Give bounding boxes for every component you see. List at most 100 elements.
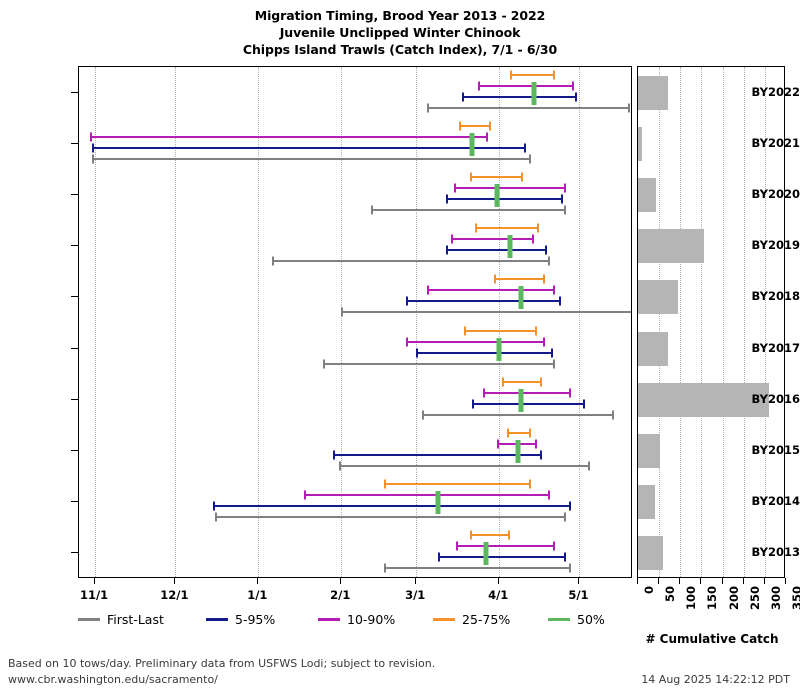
interval-line: [459, 124, 492, 127]
median-marker-by2014: [435, 491, 441, 515]
catch-axis-label-50: 50: [663, 586, 678, 603]
catch-bar-by2014: [638, 485, 655, 520]
gridline-x-181: [579, 67, 581, 577]
x-axis-tick-2: [257, 578, 259, 584]
interval-cap-l: [464, 326, 467, 336]
interval-cap-l: [477, 81, 480, 91]
interval-cap-r: [548, 256, 551, 266]
interval-line: [445, 198, 564, 200]
interval-cap-l: [384, 479, 387, 489]
interval-cap-r: [564, 552, 567, 562]
interval-line: [493, 278, 545, 281]
interval-cap-r: [574, 92, 577, 102]
y-axis-label-by2015: BY2015: [751, 443, 800, 457]
legend-swatch-icon: [548, 618, 570, 621]
interval-cap-r: [553, 285, 556, 295]
interval-cap-l: [212, 501, 215, 511]
interval-cap-l: [426, 285, 429, 295]
interval-cap-l: [445, 245, 448, 255]
interval-cap-r: [534, 326, 537, 336]
interval-cap-l: [496, 439, 499, 449]
interval-cap-r: [582, 399, 585, 409]
y-axis-label-by2018: BY2018: [751, 289, 800, 304]
interval-line: [469, 534, 510, 537]
y-axis-label-by2022: BY2022: [751, 84, 800, 99]
catch-bar-by2017: [638, 331, 669, 366]
catch-axis-label-200: 200: [726, 586, 741, 611]
interval-cap-l: [469, 530, 472, 540]
interval-cap-l: [271, 256, 274, 266]
interval-cap-l: [507, 428, 510, 438]
catch-bar-by2020: [638, 178, 656, 212]
interval-cap-r: [561, 194, 564, 204]
median-marker-by2013: [483, 542, 489, 566]
interval-cap-l: [322, 359, 325, 369]
median-marker-by2016: [518, 388, 524, 412]
interval-line: [464, 329, 537, 332]
catch-axis-tick-200: [721, 578, 723, 584]
catch-axis-tick-150: [700, 578, 702, 584]
footer-note: Based on 10 tows/day. Preliminary data f…: [8, 657, 436, 670]
interval-cap-r: [523, 143, 526, 153]
gridline-catch-200: [722, 67, 724, 577]
interval-line: [469, 176, 524, 178]
legend-item-5-95pct[interactable]: 5-95%: [206, 612, 275, 627]
interval-cap-r: [548, 490, 551, 500]
x-axis-label-12-1: 12/1: [160, 588, 189, 602]
interval-line: [421, 413, 615, 416]
interval-cap-l: [215, 512, 218, 522]
interval-cap-r: [542, 274, 545, 284]
legend-swatch-icon: [318, 618, 340, 621]
x-axis-tick-5: [498, 578, 500, 584]
legend-item-10-90pct[interactable]: 10-90%: [318, 612, 395, 627]
interval-cap-r: [553, 541, 556, 551]
interval-cap-r: [572, 81, 575, 91]
median-marker-by2019: [507, 235, 513, 259]
interval-cap-r: [612, 410, 615, 420]
median-marker-by2015: [515, 440, 521, 463]
gridline-catch-300: [764, 67, 766, 577]
interval-cap-r: [569, 563, 572, 573]
interval-cap-l: [456, 541, 459, 551]
interval-line: [453, 187, 567, 189]
interval-line: [212, 505, 572, 508]
x-axis-label-5-1: 5/1: [568, 588, 589, 602]
interval-cap-r: [569, 388, 572, 398]
catch-axis-tick-300: [763, 578, 765, 584]
interval-cap-l: [421, 410, 424, 420]
legend-item-50pct[interactable]: 50%: [548, 612, 605, 627]
interval-line: [501, 380, 542, 383]
catch-axis-tick-250: [742, 578, 744, 584]
footer-url: www.cbr.washington.edu/sacramento/: [8, 673, 218, 686]
median-marker-by2020: [494, 184, 499, 207]
y-axis-tick-by2017: [71, 347, 78, 349]
interval-line: [507, 432, 532, 434]
interval-line: [92, 157, 532, 160]
legend-label: 10-90%: [347, 612, 396, 627]
y-axis-tick-by2022: [71, 91, 78, 93]
y-axis-tick-by2021: [71, 142, 78, 144]
interval-line: [92, 146, 526, 149]
x-axis-tick-1: [174, 578, 176, 584]
median-marker-by2018: [518, 286, 524, 310]
gridline-catch-150: [701, 67, 703, 577]
legend-item-first-last[interactable]: First-Last: [78, 612, 164, 627]
catch-axis-tick-0: [637, 578, 638, 584]
interval-cap-l: [509, 70, 512, 80]
catch-bar-by2016: [638, 382, 770, 417]
interval-cap-r: [542, 337, 545, 347]
legend: First-Last 5-95% 10-90% 25-75% 50%: [78, 612, 638, 636]
y-axis-label-by2016: BY2016: [751, 391, 800, 406]
interval-cap-l: [426, 103, 429, 113]
legend-item-25-75pct[interactable]: 25-75%: [433, 612, 510, 627]
interval-cap-r: [588, 461, 591, 471]
interval-line: [416, 351, 553, 354]
chart-title: Migration Timing, Brood Year 2013 - 2022…: [0, 7, 800, 58]
x-axis-label-3-1: 3/1: [405, 588, 426, 602]
gridline-x-0: [95, 67, 97, 577]
interval-cap-r: [529, 428, 532, 438]
cumulative-catch-axis-title: # Cumulative Catch: [645, 632, 779, 646]
y-axis-tick-by2018: [71, 296, 78, 298]
cumulative-catch-panel: [637, 66, 785, 578]
catch-axis-label-150: 150: [705, 586, 720, 611]
